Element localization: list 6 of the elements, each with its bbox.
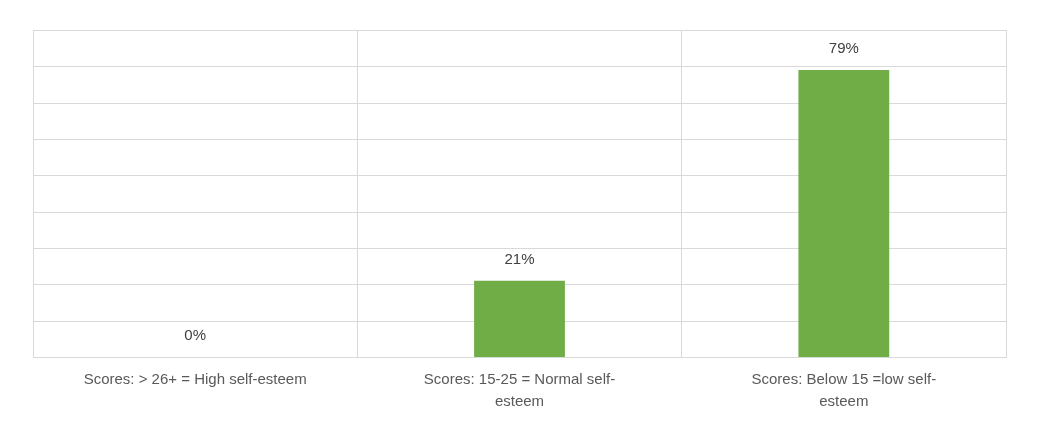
data-label: 0% bbox=[184, 326, 207, 343]
data-label: 79% bbox=[828, 38, 859, 56]
data-label: 21% bbox=[504, 249, 535, 267]
x-tick-label: Scores: Below 15 =low self-esteem bbox=[751, 369, 937, 409]
x-tick-label: Scores: > 26+ = High self-esteem bbox=[83, 369, 307, 387]
x-tick-label: Scores: 15-25 = Normal self-esteem bbox=[423, 369, 616, 409]
